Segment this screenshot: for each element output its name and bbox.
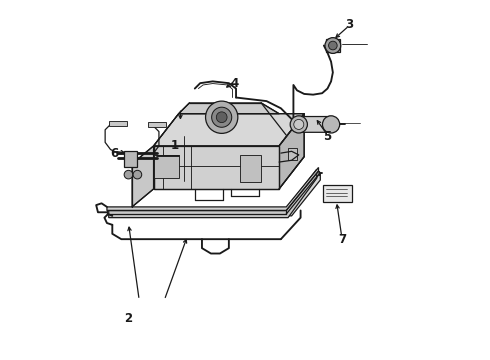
Polygon shape (179, 103, 279, 114)
Text: 6: 6 (110, 147, 118, 159)
Bar (124, 151, 137, 167)
Circle shape (216, 112, 227, 123)
Circle shape (212, 107, 232, 127)
Circle shape (329, 41, 337, 50)
Text: 4: 4 (230, 77, 238, 90)
Circle shape (294, 120, 304, 130)
FancyBboxPatch shape (323, 185, 351, 202)
Bar (288, 148, 297, 160)
FancyBboxPatch shape (296, 117, 333, 132)
Circle shape (133, 170, 142, 179)
Bar (153, 155, 179, 178)
Bar (148, 122, 166, 127)
Polygon shape (153, 146, 279, 189)
Bar (240, 155, 261, 182)
Polygon shape (279, 114, 304, 189)
Circle shape (322, 116, 340, 133)
Polygon shape (153, 114, 304, 146)
Polygon shape (107, 167, 318, 211)
Polygon shape (109, 169, 317, 218)
Circle shape (290, 116, 307, 133)
Bar (109, 121, 126, 126)
Text: 5: 5 (323, 130, 332, 144)
Circle shape (325, 38, 341, 53)
Polygon shape (112, 173, 320, 216)
Circle shape (205, 101, 238, 134)
Circle shape (124, 170, 133, 179)
Text: 1: 1 (171, 139, 179, 152)
Bar (326, 39, 340, 52)
Polygon shape (132, 146, 153, 207)
Text: 3: 3 (345, 18, 353, 31)
Text: 2: 2 (124, 311, 132, 325)
Text: 7: 7 (338, 233, 346, 246)
